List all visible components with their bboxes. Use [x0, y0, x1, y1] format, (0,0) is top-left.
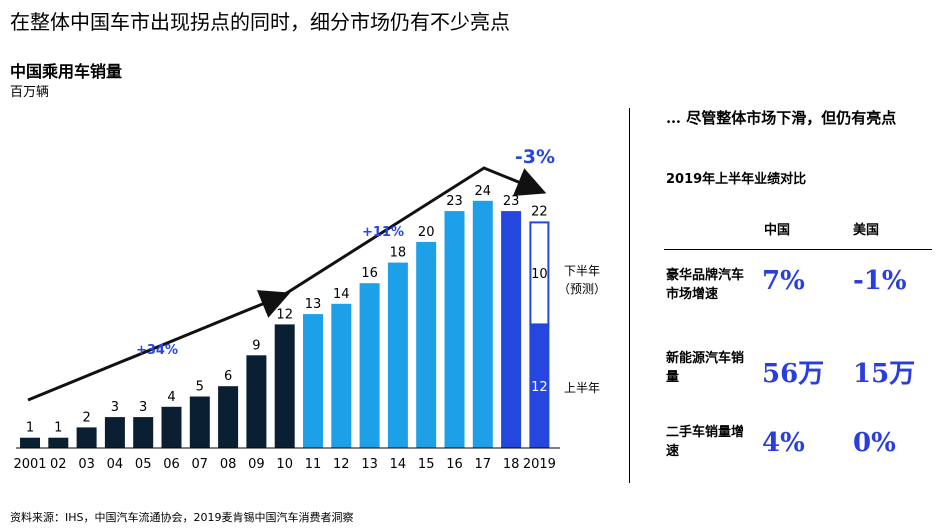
- x-tick-06: 06: [163, 457, 180, 472]
- side-subtitle: 2019年上半年业绩对比: [666, 172, 807, 187]
- bar-06: [161, 406, 182, 448]
- bar-04: [104, 417, 125, 448]
- trend-arrow-2001-2010: [27, 290, 291, 402]
- value-label-11: 13: [305, 297, 322, 312]
- vertical-divider: [629, 108, 630, 483]
- bar-16: [444, 211, 465, 448]
- x-tick-12: 12: [333, 457, 350, 472]
- bar-2019-h1: [529, 324, 550, 448]
- bar-10: [274, 324, 295, 448]
- x-tick-18: 18: [503, 457, 520, 472]
- bar-2001: [20, 437, 40, 448]
- row-label-used: 二手车销量增速: [666, 425, 745, 459]
- value-used-china: 4%: [762, 428, 805, 458]
- value-used-usa: 0%: [853, 428, 896, 458]
- growth-label-34: +34%: [136, 343, 178, 358]
- bar-2019-h2-forecast: [529, 221, 550, 326]
- x-tick-08: 08: [220, 457, 237, 472]
- value-label-17: 24: [475, 184, 492, 199]
- side-title: … 尽管整体市场下滑，但仍有亮点: [666, 109, 897, 127]
- bar-03: [76, 427, 97, 448]
- value-luxury-usa: -1%: [853, 266, 907, 296]
- x-tick-13: 13: [361, 457, 378, 472]
- value-label-13: 16: [361, 266, 378, 281]
- value-label-02: 1: [54, 421, 62, 436]
- x-tick-2019: 2019: [523, 457, 556, 472]
- value-nev-china: 56万: [762, 359, 825, 389]
- value-label-09: 9: [252, 338, 260, 353]
- table-rule: [664, 249, 932, 250]
- value-label-14: 18: [390, 246, 407, 261]
- bar-12: [331, 303, 352, 448]
- x-tick-03: 03: [78, 457, 95, 472]
- value-label-2019: 22: [531, 204, 548, 219]
- bar-11: [303, 314, 323, 448]
- value-label-15: 20: [418, 225, 435, 240]
- segment-label-2019-h1: 12: [531, 380, 548, 395]
- source-note: 资料来源：IHS，中国汽车流通协会，2019麦肯锡中国汽车消费者洞察: [10, 511, 354, 524]
- growth-label-minus3: -3%: [515, 146, 555, 168]
- column-header-usa: 美国: [853, 223, 880, 238]
- value-luxury-china: 7%: [762, 266, 805, 296]
- bar-17: [472, 200, 493, 448]
- value-label-05: 3: [139, 400, 147, 415]
- bar-18: [501, 211, 522, 448]
- row-label-luxury: 豪华品牌汽车市场增速: [666, 268, 745, 302]
- annotation-h2-line2: （预测）: [558, 282, 606, 296]
- annotation-h1: 上半年: [564, 381, 600, 395]
- value-nev-usa: 15万: [853, 359, 916, 389]
- bar-09: [246, 355, 267, 448]
- x-tick-09: 09: [248, 457, 265, 472]
- x-tick-10: 10: [276, 457, 293, 472]
- bar-08: [218, 386, 239, 448]
- x-tick-04: 04: [107, 457, 124, 472]
- value-label-04: 3: [111, 400, 119, 415]
- x-tick-2001: 2001: [13, 457, 46, 472]
- segment-label-2019-h2: 10: [531, 267, 548, 282]
- bar-15: [416, 242, 437, 448]
- trend-arrows: [27, 166, 547, 402]
- bar-14: [387, 262, 408, 448]
- bar-chart: +34% +11% -3% 1 123 3456912131416182023242…: [13, 146, 606, 472]
- chart-title: 中国乘用车销量: [10, 62, 123, 81]
- annotation-h2-line1: 下半年: [564, 264, 600, 278]
- bar-05: [133, 417, 154, 448]
- x-tick-17: 17: [475, 457, 492, 472]
- value-label-16: 23: [446, 194, 463, 209]
- x-tick-05: 05: [135, 457, 152, 472]
- headline: 在整体中国车市出现拐点的同时，细分市场仍有不少亮点: [10, 10, 510, 34]
- value-label-2001: 1: [26, 421, 34, 436]
- value-label-03: 2: [82, 410, 90, 425]
- value-label-07: 5: [196, 380, 204, 395]
- x-tick-02: 02: [50, 457, 67, 472]
- x-tick-11: 11: [305, 457, 322, 472]
- x-tick-16: 16: [446, 457, 463, 472]
- bar-07: [189, 396, 210, 448]
- x-tick-15: 15: [418, 457, 435, 472]
- value-label-08: 6: [224, 369, 232, 384]
- value-label-18: 23: [503, 194, 520, 209]
- value-label-12: 14: [333, 287, 350, 302]
- trend-arrow-2010-2019: [281, 166, 547, 298]
- x-tick-14: 14: [390, 457, 407, 472]
- row-label-nev: 新能源汽车销量: [666, 351, 745, 385]
- value-label-10: 12: [276, 307, 293, 322]
- growth-label-11: +11%: [362, 225, 404, 240]
- value-label-06: 4: [167, 390, 175, 405]
- bar-13: [359, 283, 380, 448]
- column-header-china: 中国: [764, 223, 791, 238]
- bar-02: [48, 437, 69, 448]
- chart-unit: 百万辆: [10, 85, 50, 100]
- x-tick-07: 07: [192, 457, 209, 472]
